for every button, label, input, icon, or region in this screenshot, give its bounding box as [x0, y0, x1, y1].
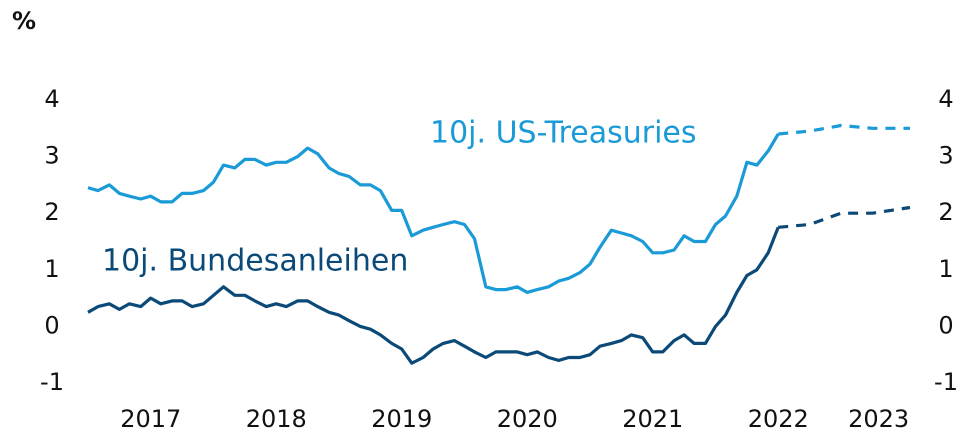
series-line	[778, 123, 910, 136]
y-tick-label: 1	[44, 255, 59, 283]
x-tick-label: 2023	[848, 405, 909, 433]
x-tick-label: 2022	[748, 405, 809, 433]
y2-tick-label: 1	[938, 255, 953, 283]
series-line	[778, 205, 911, 229]
y-tick-label: 3	[44, 142, 59, 170]
y2-tick-label: 2	[938, 198, 953, 226]
y2-tick-label: -1	[934, 368, 958, 396]
y-tick-label: -1	[40, 368, 64, 396]
x-tick-label: 2017	[120, 405, 181, 433]
y-tick-label: 4	[44, 85, 59, 113]
x-tick-label: 2021	[622, 405, 683, 433]
series-line	[87, 226, 780, 365]
x-tick-label: 2020	[497, 405, 558, 433]
y2-tick-label: 3	[938, 142, 953, 170]
series-line	[87, 133, 780, 294]
x-tick-label: 2019	[371, 405, 432, 433]
series-label: 10j. Bundesanleihen	[102, 244, 408, 279]
series-label: 10j. US-Treasuries	[430, 116, 696, 151]
y2-tick-label: 0	[938, 311, 953, 339]
y-tick-label: 0	[44, 311, 59, 339]
y-tick-label: 2	[44, 198, 59, 226]
y2-tick-label: 4	[938, 85, 953, 113]
x-tick-label: 2018	[246, 405, 307, 433]
unit-label: %	[12, 7, 36, 35]
